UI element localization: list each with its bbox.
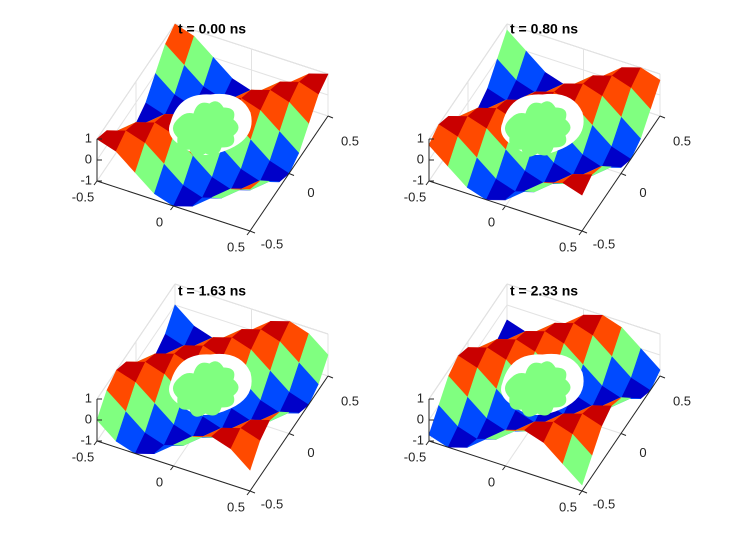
y-tick-label: 0.5	[341, 133, 359, 148]
chart-title: t = 2.33 ns	[510, 283, 578, 299]
y-tick	[249, 230, 256, 234]
grid-line	[506, 23, 661, 75]
x-tick	[246, 230, 251, 236]
x-tick-label: 0	[488, 214, 495, 229]
scatterer	[172, 361, 239, 417]
x-tick-label: 0	[156, 474, 163, 489]
z-tick-label: 1	[85, 130, 92, 145]
chart-title: t = 1.63 ns	[178, 283, 246, 299]
y-tick	[249, 490, 256, 494]
y-tick	[620, 433, 627, 436]
y-tick-label: -0.5	[593, 496, 615, 511]
x-tick	[93, 180, 98, 186]
x-tick	[246, 490, 251, 496]
y-tick	[327, 115, 334, 119]
chart-title: t = 0.80 ns	[510, 21, 578, 37]
z-tick-label: 0	[85, 151, 92, 166]
x-tick-label: -0.5	[72, 189, 94, 204]
y-tick-label: 0	[639, 185, 646, 200]
chart-title: t = 0.00 ns	[178, 21, 246, 37]
y-tick-label: -0.5	[261, 496, 283, 511]
grid-line	[96, 23, 176, 140]
y-tick-label: 0.5	[673, 393, 691, 408]
z-tick-label: 0	[417, 411, 424, 426]
x-tick	[170, 205, 174, 211]
z-tick-label: 0	[417, 151, 424, 166]
grid-line	[174, 23, 329, 75]
y-tick-label: 0	[639, 445, 646, 460]
y-tick-label: -0.5	[593, 236, 615, 251]
z-tick-label: -1	[412, 432, 424, 447]
z-tick-label: 0	[85, 411, 92, 426]
surface-cell	[230, 427, 261, 471]
x-tick-label: 0.5	[227, 239, 245, 254]
grid-line	[428, 283, 508, 400]
grid-line	[428, 23, 508, 140]
x-tick	[578, 230, 583, 236]
surface-cell	[230, 180, 260, 190]
x-tick	[170, 465, 174, 471]
y-tick-label: 0.5	[341, 393, 359, 408]
y-tick-label: 0	[307, 445, 314, 460]
x-tick	[93, 440, 98, 446]
y-tick	[581, 490, 588, 494]
surface-cell	[562, 433, 593, 486]
scatterer	[504, 101, 571, 157]
y-tick	[581, 230, 588, 234]
y-tick	[659, 375, 666, 379]
x-tick	[425, 440, 430, 446]
x-tick	[578, 490, 583, 496]
x-tick-label: 0	[488, 474, 495, 489]
z-tick-label: 1	[85, 390, 92, 405]
x-tick-label: 0	[156, 214, 163, 229]
x-tick-label: -0.5	[404, 189, 426, 204]
x-tick-label: -0.5	[404, 449, 426, 464]
y-tick	[288, 433, 295, 436]
y-tick	[620, 173, 627, 176]
x-tick-label: 0.5	[559, 499, 577, 514]
scatterer	[504, 361, 571, 417]
y-tick-label: 0.5	[673, 133, 691, 148]
z-tick-label: 1	[417, 390, 424, 405]
x-tick	[502, 205, 506, 211]
x-tick	[502, 465, 506, 471]
surface-cell	[562, 174, 593, 196]
scatterer	[172, 101, 239, 157]
y-tick	[327, 375, 334, 379]
z-tick-label: -1	[80, 432, 92, 447]
grid-line	[96, 283, 176, 400]
y-tick-label: 0	[307, 185, 314, 200]
x-tick	[425, 180, 430, 186]
y-tick	[288, 173, 295, 176]
y-tick-label: -0.5	[261, 236, 283, 251]
z-tick-label: -1	[412, 172, 424, 187]
grid-line	[506, 283, 661, 335]
z-tick-label: 1	[417, 130, 424, 145]
x-tick-label: -0.5	[72, 449, 94, 464]
x-tick-label: 0.5	[559, 239, 577, 254]
x-tick-label: 0.5	[227, 499, 245, 514]
z-tick-label: -1	[80, 172, 92, 187]
grid-line	[174, 283, 329, 335]
y-tick	[659, 115, 666, 119]
